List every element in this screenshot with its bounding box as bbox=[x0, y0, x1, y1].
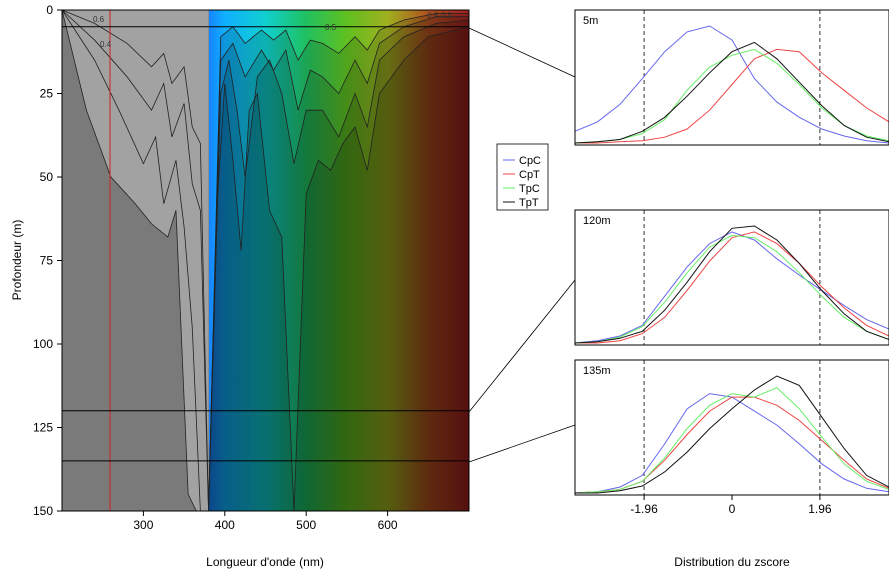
contour-line bbox=[61, 9, 470, 512]
contour-line bbox=[61, 9, 470, 512]
light-contours bbox=[60, 9, 470, 512]
density-line-CpT bbox=[575, 48, 889, 144]
zscore-panels: 5m 120m 135m -1.96 0 1.96 bbox=[574, 9, 889, 516]
legend-label: TpT bbox=[519, 197, 539, 209]
zscore-tick-label: -1.96 bbox=[630, 502, 658, 516]
x-axis-title: Longueur d'onde (nm) bbox=[206, 555, 324, 569]
density-line-TpC bbox=[574, 48, 889, 144]
spectrum-shade bbox=[208, 26, 469, 511]
depth-lines bbox=[62, 26, 469, 462]
spectrum-shade bbox=[208, 20, 469, 511]
zscore-panel-5m: 5m bbox=[574, 9, 889, 146]
panel-frame bbox=[574, 209, 889, 346]
contour-label: 0.6 bbox=[427, 11, 439, 20]
y-axis-title: Profondeur (m) bbox=[10, 220, 24, 301]
zscore-tick-label: 1.96 bbox=[808, 502, 832, 516]
left-axis-ticks: 300 400 500 600 0 25 50 75 100 125 150 bbox=[33, 3, 398, 532]
legend: CpC CpT TpC TpT bbox=[496, 143, 549, 211]
y-tick-label: 25 bbox=[40, 87, 54, 101]
x-tick-label: 300 bbox=[133, 518, 153, 532]
density-line-CpC bbox=[574, 25, 889, 144]
legend-box bbox=[496, 143, 549, 211]
contour-label: 0.6 bbox=[93, 15, 105, 24]
x-tick-label: 600 bbox=[378, 518, 398, 532]
density-line-TpC bbox=[574, 234, 889, 344]
zscore-panel-135m: 135m -1.96 0 1.96 bbox=[574, 359, 889, 516]
density-line-CpT bbox=[575, 231, 889, 344]
density-line-CpC bbox=[574, 231, 889, 344]
contour-label: 0.5 bbox=[441, 11, 453, 20]
y-tick-label: 50 bbox=[40, 170, 54, 184]
spectrum-shade bbox=[208, 13, 469, 511]
zscore-tick-label: 0 bbox=[729, 502, 736, 516]
y-tick-label: 100 bbox=[33, 337, 53, 351]
contour-line bbox=[60, 9, 470, 512]
density-line-TpC bbox=[574, 387, 889, 494]
legend-label: CpT bbox=[519, 169, 540, 181]
x-tick-label: 500 bbox=[296, 518, 316, 532]
legend-label: TpC bbox=[519, 183, 540, 195]
panel-frame bbox=[574, 359, 889, 496]
density-line-TpT bbox=[574, 41, 889, 144]
density-line-TpT bbox=[574, 225, 889, 344]
y-tick-label: 0 bbox=[46, 3, 53, 17]
density-line-TpT bbox=[575, 375, 889, 494]
y-tick-label: 125 bbox=[33, 421, 53, 435]
contour-line bbox=[61, 9, 470, 512]
panel-label: 5m bbox=[583, 15, 598, 27]
panel-label: 120m bbox=[583, 215, 611, 227]
legend-label: CpC bbox=[519, 155, 541, 167]
connector-lines bbox=[468, 27, 576, 463]
panel-label: 135m bbox=[583, 365, 611, 377]
x-tick-label: 400 bbox=[215, 518, 235, 532]
right-x-axis-title: Distribution du zscore bbox=[674, 555, 790, 569]
y-tick-label: 75 bbox=[40, 254, 54, 268]
spectrum-shade bbox=[208, 16, 469, 511]
panel-frame bbox=[574, 9, 889, 146]
contour-label: 0.4 bbox=[100, 40, 112, 49]
zscore-panel-120m: 120m bbox=[574, 209, 889, 346]
depth-spectrum-plot: 300 400 500 600 0 25 50 75 100 125 150 Longueur d'… bbox=[10, 3, 470, 569]
y-tick-label: 150 bbox=[33, 504, 53, 518]
contour-label: 0.5 bbox=[325, 23, 337, 32]
